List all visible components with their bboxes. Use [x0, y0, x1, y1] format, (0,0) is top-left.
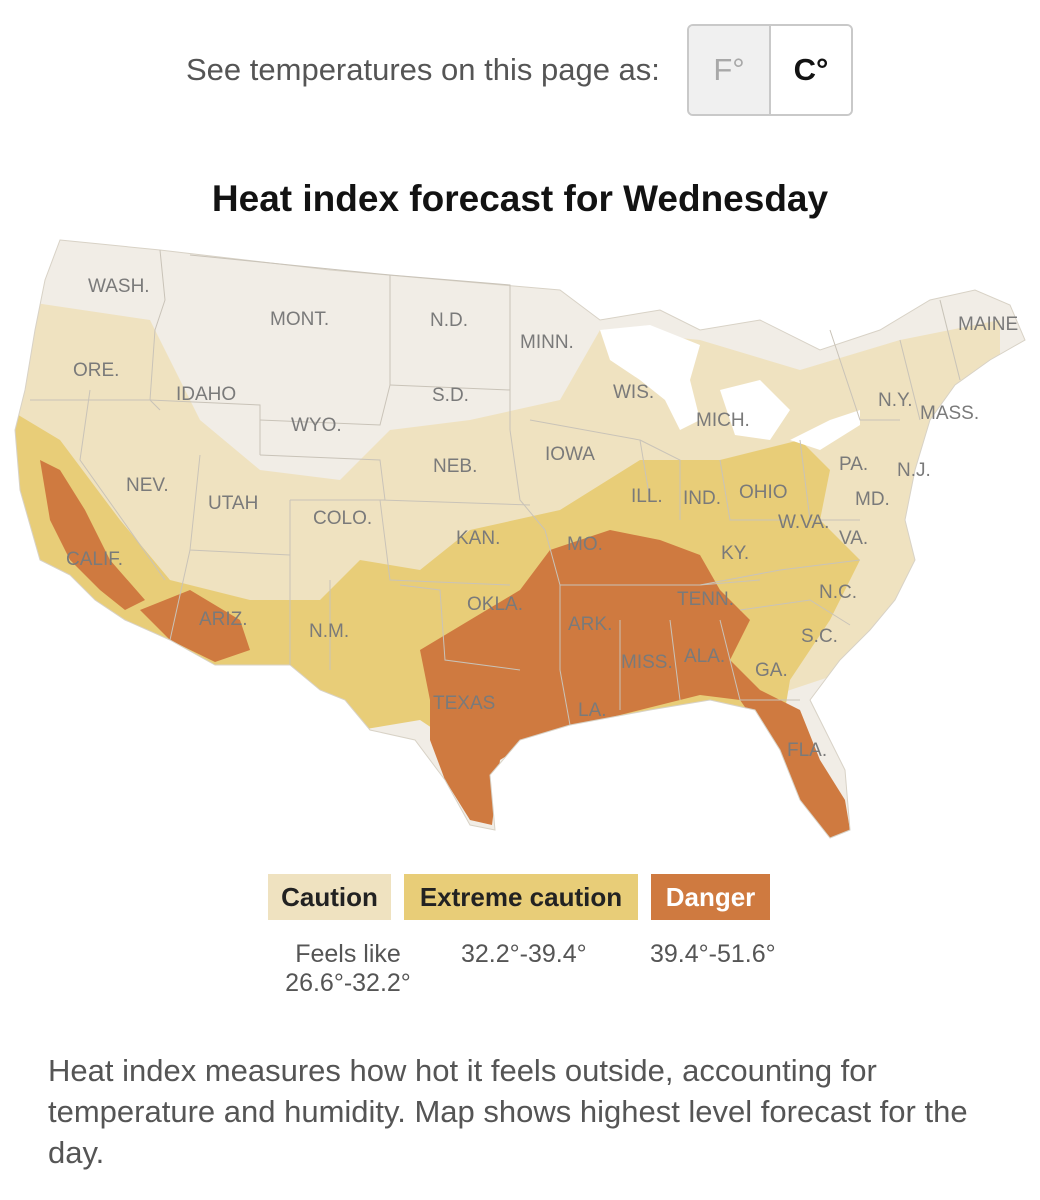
legend-caution-range-prefix: Feels like: [295, 940, 401, 968]
unit-toggle-prompt: See temperatures on this page as:: [186, 52, 660, 87]
state-label-texas: TEXAS: [433, 693, 495, 714]
legend-danger-swatch: Danger: [651, 874, 770, 920]
state-label-nj: N.J.: [897, 460, 931, 481]
danger-zone-south: [420, 530, 850, 838]
map-title: Heat index forecast for Wednesday: [211, 178, 829, 219]
fahrenheit-option[interactable]: F°: [689, 26, 771, 114]
state-borders: [30, 249, 961, 726]
state-label-ny: N.Y.: [878, 390, 913, 411]
state-label-nc: N.C.: [819, 582, 857, 603]
legend-caution-swatch: Caution: [268, 874, 391, 920]
state-label-utah: UTAH: [208, 493, 258, 514]
state-label-wash: WASH.: [88, 276, 150, 297]
state-label-idaho: IDAHO: [176, 384, 236, 405]
state-label-nev: NEV.: [126, 475, 169, 496]
state-label-mich: MICH.: [696, 410, 750, 431]
state-label-ind: IND.: [683, 488, 721, 509]
map-legend: Caution Extreme caution Danger Feels lik…: [0, 874, 1040, 1004]
state-label-la: LA.: [578, 700, 607, 721]
state-label-sc: S.C.: [801, 626, 838, 647]
state-label-va: VA.: [839, 528, 868, 549]
state-labels: WASH. MONT. N.D. MINN. MAINE ORE. IDAHO …: [66, 276, 1018, 761]
unit-toggle[interactable]: F° C°: [687, 24, 853, 116]
state-label-mo: MO.: [567, 534, 603, 555]
state-label-ala: ALA.: [684, 646, 725, 667]
us-outline-stroke: [14, 239, 1026, 839]
state-label-ill: ILL.: [631, 486, 663, 507]
state-label-ky: KY.: [721, 543, 749, 564]
state-label-wis: WIS.: [613, 382, 654, 403]
state-label-nd: N.D.: [430, 310, 468, 331]
state-label-kan: KAN.: [456, 528, 500, 549]
danger-zone-california: [40, 460, 145, 610]
unit-toggle-row: See temperatures on this page as: F° C°: [0, 22, 1040, 118]
state-label-mont: MONT.: [270, 309, 329, 330]
state-label-fla: FLA.: [787, 740, 827, 761]
state-label-colo: COLO.: [313, 508, 372, 529]
state-label-ohio: OHIO: [739, 482, 788, 503]
legend-danger-range: 39.4°-51.6°: [650, 940, 776, 968]
state-label-minn: MINN.: [520, 332, 574, 353]
state-label-sd: S.D.: [432, 385, 469, 406]
state-label-wyo: WYO.: [291, 415, 342, 436]
state-label-ark: ARK.: [568, 614, 612, 635]
state-label-okla: OKLA.: [467, 594, 523, 615]
heat-index-map: WASH. MONT. N.D. MINN. MAINE ORE. IDAHO …: [0, 230, 1040, 860]
state-label-ga: GA.: [755, 660, 788, 681]
legend-extreme-caution-swatch: Extreme caution: [404, 874, 638, 920]
map-note: Heat index measures how hot it feels out…: [48, 1053, 968, 1170]
state-label-nm: N.M.: [309, 621, 349, 642]
state-label-pa: PA.: [839, 454, 868, 475]
state-label-miss: MISS.: [621, 652, 673, 673]
legend-extreme-caution-range: 32.2°-39.4°: [461, 940, 587, 968]
state-label-maine: MAINE: [958, 314, 1018, 335]
state-label-ariz: ARIZ.: [199, 609, 248, 630]
legend-caution-range: Feels like 26.6°-32.2°: [268, 940, 428, 998]
state-label-calif: CALIF.: [66, 549, 123, 570]
state-label-tenn: TENN.: [677, 589, 734, 610]
danger-zone-arizona: [140, 590, 250, 662]
state-label-neb: NEB.: [433, 456, 477, 477]
state-label-md: MD.: [855, 489, 890, 510]
great-lakes: [600, 325, 860, 450]
state-label-mass: MASS.: [920, 403, 979, 424]
celsius-option[interactable]: C°: [771, 26, 851, 114]
us-landmass: [14, 239, 1026, 839]
legend-caution-range-value: 26.6°-32.2°: [285, 969, 411, 997]
state-label-ore: ORE.: [73, 360, 119, 381]
state-label-iowa: IOWA: [545, 444, 595, 465]
state-label-wva: W.VA.: [778, 512, 829, 533]
